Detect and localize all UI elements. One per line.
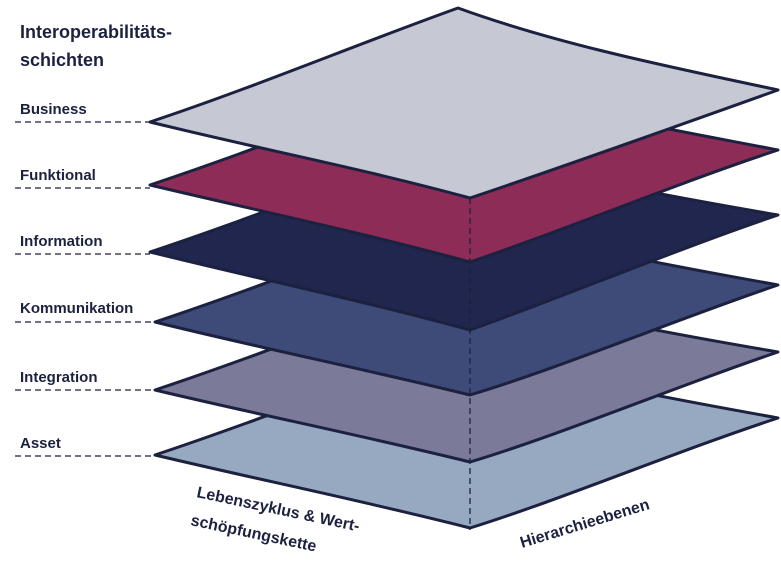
diagram: Interoperabilitäts- schichten Business F… [0,0,781,562]
layer-label: Funktional [20,167,96,184]
layer-label: Kommunikation [20,300,133,317]
title-line: Interoperabilitäts- [20,22,172,42]
layer-label: Information [20,233,103,250]
layer-label: Asset [20,435,61,452]
title-line: schichten [20,50,104,70]
layer-label: Business [20,101,87,118]
layer-label: Integration [20,369,98,386]
